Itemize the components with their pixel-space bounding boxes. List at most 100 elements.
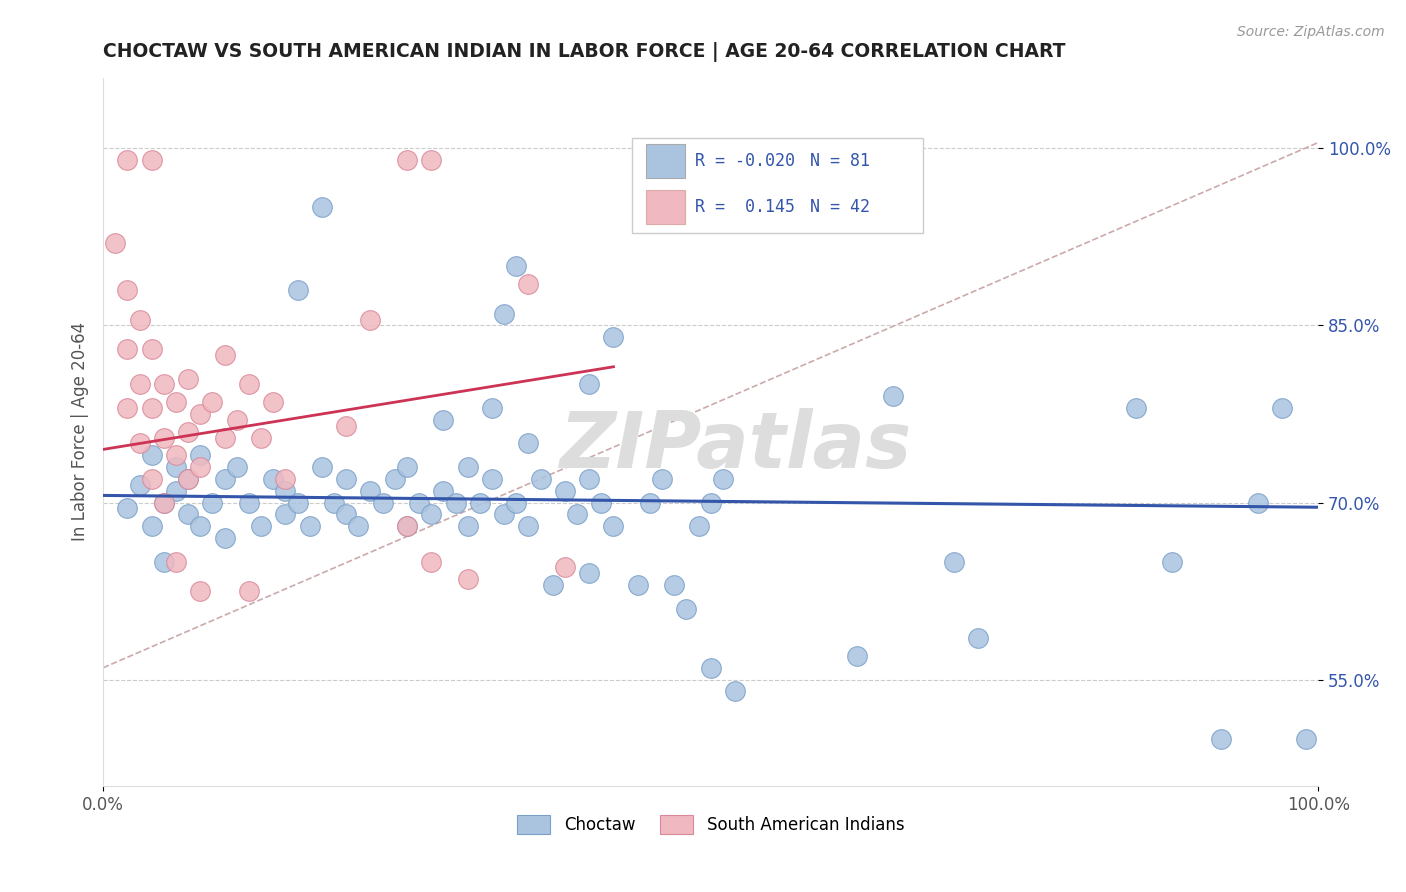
Point — [287, 283, 309, 297]
Text: R = -0.020: R = -0.020 — [695, 152, 794, 170]
Point — [395, 460, 418, 475]
Point — [287, 495, 309, 509]
Point — [554, 560, 576, 574]
Text: R =  0.145: R = 0.145 — [695, 198, 794, 216]
Point — [311, 460, 333, 475]
Point — [165, 555, 187, 569]
Point — [664, 578, 686, 592]
Point — [250, 431, 273, 445]
Point — [188, 519, 211, 533]
Point — [214, 431, 236, 445]
Point — [457, 519, 479, 533]
Point — [384, 472, 406, 486]
Point — [517, 277, 540, 292]
Point — [359, 312, 381, 326]
Point — [1161, 555, 1184, 569]
Point — [188, 448, 211, 462]
Point — [371, 495, 394, 509]
Point — [225, 413, 247, 427]
Point — [153, 377, 176, 392]
Point — [481, 472, 503, 486]
Point — [335, 508, 357, 522]
Point — [468, 495, 491, 509]
Point — [298, 519, 321, 533]
Point — [541, 578, 564, 592]
Point — [165, 483, 187, 498]
Point — [494, 307, 516, 321]
Point — [408, 495, 430, 509]
Point — [153, 431, 176, 445]
Point — [177, 425, 200, 439]
Point — [141, 519, 163, 533]
Point — [153, 495, 176, 509]
Point — [165, 460, 187, 475]
Point — [420, 153, 443, 168]
Point — [177, 472, 200, 486]
Point — [188, 460, 211, 475]
Point — [638, 495, 661, 509]
Point — [845, 648, 868, 663]
Point — [323, 495, 346, 509]
Point — [141, 472, 163, 486]
Point — [238, 377, 260, 392]
Point — [565, 508, 588, 522]
Point — [177, 472, 200, 486]
Point — [335, 418, 357, 433]
Point — [724, 684, 747, 698]
Point — [117, 153, 139, 168]
FancyBboxPatch shape — [631, 137, 924, 234]
Point — [395, 519, 418, 533]
Point — [457, 460, 479, 475]
Point — [651, 472, 673, 486]
FancyBboxPatch shape — [647, 144, 685, 178]
Point — [165, 395, 187, 409]
Point — [359, 483, 381, 498]
Point — [1295, 731, 1317, 746]
Point — [262, 472, 284, 486]
Point — [882, 389, 904, 403]
Point — [153, 555, 176, 569]
Point — [165, 448, 187, 462]
Point — [128, 312, 150, 326]
Point — [1209, 731, 1232, 746]
Text: ZIPatlas: ZIPatlas — [558, 408, 911, 483]
Point — [942, 555, 965, 569]
Point — [505, 260, 527, 274]
Point — [141, 153, 163, 168]
Point — [578, 472, 600, 486]
Point — [675, 601, 697, 615]
Point — [274, 472, 297, 486]
Point — [347, 519, 370, 533]
Point — [141, 448, 163, 462]
Point — [432, 413, 454, 427]
Point — [494, 508, 516, 522]
Point — [214, 531, 236, 545]
Point — [311, 201, 333, 215]
Point — [117, 401, 139, 415]
Text: N = 81: N = 81 — [810, 152, 870, 170]
Point — [505, 495, 527, 509]
Text: N = 42: N = 42 — [810, 198, 870, 216]
Point — [578, 566, 600, 581]
Point — [117, 342, 139, 356]
Point — [602, 519, 624, 533]
Point — [201, 495, 224, 509]
Point — [188, 407, 211, 421]
Point — [602, 330, 624, 344]
Point — [529, 472, 551, 486]
Point — [225, 460, 247, 475]
Y-axis label: In Labor Force | Age 20-64: In Labor Force | Age 20-64 — [72, 322, 89, 541]
Point — [214, 348, 236, 362]
Point — [274, 483, 297, 498]
Point — [627, 578, 650, 592]
Point — [238, 584, 260, 599]
Point — [457, 572, 479, 586]
Point — [214, 472, 236, 486]
Point — [1271, 401, 1294, 415]
Point — [578, 377, 600, 392]
Point — [274, 508, 297, 522]
Point — [444, 495, 467, 509]
Point — [177, 508, 200, 522]
Point — [688, 519, 710, 533]
Point — [250, 519, 273, 533]
